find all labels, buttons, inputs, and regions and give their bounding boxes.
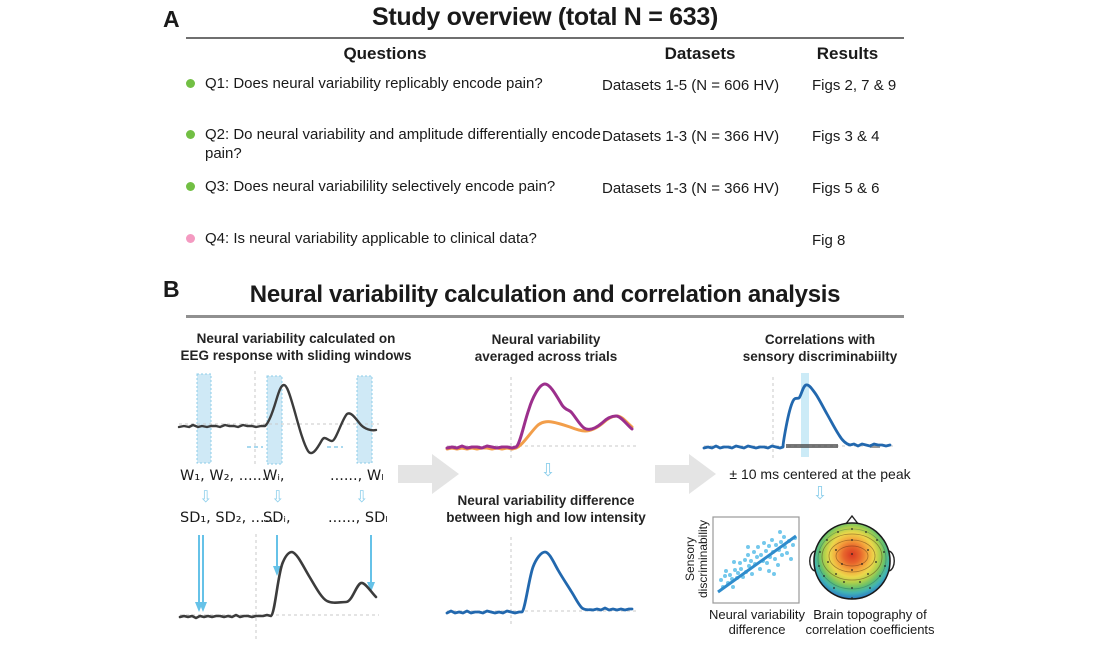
results-text: Figs 3 & 4 [812, 128, 880, 145]
left-subtitle: Neural variability calculated on EEG res… [172, 330, 420, 364]
scatter-points [719, 530, 797, 589]
question-cell: Q3: Does neural variabilility selectivel… [186, 177, 610, 196]
question-text: Q1: Does neural variability replicably e… [205, 75, 543, 92]
column-header-results: Results [816, 44, 879, 63]
sd-label-last: ......, SDₗ [328, 510, 388, 526]
down-arrow-icon: ⇩ [812, 483, 828, 504]
middle-bottom-subtitle-line2: between high and low intensity [446, 510, 646, 525]
topography-label-line1: Brain topography of [813, 607, 927, 622]
middle-bottom-subtitle-line1: Neural variability difference [457, 493, 635, 508]
significance-bar-small [870, 444, 880, 448]
scatter-x-axis-label: Neural variability difference [697, 607, 817, 637]
datasets-text: Datasets 1-3 (N = 366 HV) [602, 180, 780, 197]
panel-b-label: B [163, 276, 180, 302]
left-subtitle-line1: Neural variability calculated on [196, 331, 396, 346]
question-cell: Q2: Do neural variability and amplitude … [186, 125, 605, 163]
middle-top-subtitle: Neural variability averaged across trial… [440, 331, 652, 365]
bullet-icon [186, 79, 195, 88]
w-to-sd-arrows: ⇩ ⇩ ⇩ [175, 489, 415, 507]
down-arrow-icon: ⇩ [271, 487, 285, 506]
question-row: Q2: Do neural variability and amplitude … [186, 125, 905, 163]
high-intensity-trace [445, 382, 634, 450]
window-label-last: ......, Wₗ [330, 468, 384, 484]
question-text: Q4: Is neural variability applicable to … [205, 230, 537, 247]
question-text: Q3: Does neural variabilility selectivel… [205, 178, 556, 195]
question-text: Q2: Do neural variability and amplitude … [205, 126, 601, 162]
window-labels-row: W₁, W₂, ...... Wᵢ, ......, Wₗ [175, 468, 415, 488]
question-row: Q1: Does neural variability replicably e… [186, 74, 905, 94]
right-subtitle-line1: Correlations with [764, 332, 876, 347]
topography-label: Brain topography of correlation coeffici… [795, 607, 945, 637]
scatter-x-label-line1: Neural variability [708, 607, 806, 622]
right-ear-icon [888, 550, 895, 572]
sd-label-mid: SDᵢ, [263, 510, 291, 526]
results-text: Figs 5 & 6 [812, 180, 880, 197]
down-arrow-icon: ⇩ [355, 487, 369, 506]
window-label-mid: Wᵢ, [263, 468, 285, 484]
variability-difference-chart [445, 537, 637, 627]
title-rule [186, 37, 904, 39]
results-text: Figs 2, 7 & 9 [812, 77, 897, 94]
difference-trace [445, 550, 634, 615]
sliding-window-L [356, 375, 373, 464]
left-ear-icon [809, 550, 816, 572]
column-header-questions: Questions [343, 44, 427, 63]
down-arrow-icon: ⇩ [540, 460, 556, 481]
down-arrow-icon: ⇩ [199, 487, 213, 506]
study-overview-title: Study overview (total N = 633) [372, 3, 718, 31]
correlation-trace [702, 383, 892, 450]
bullet-icon [186, 182, 195, 191]
sd-pointer-arrows [195, 535, 375, 612]
sd-label-first: SD₁, SD₂, ...... [180, 510, 279, 526]
middle-top-subtitle-line1: Neural variability [491, 332, 601, 347]
question-row: Q4: Is neural variability applicable to … [186, 229, 905, 249]
middle-top-subtitle-line2: averaged across trials [474, 349, 618, 364]
eeg-sliding-windows-chart [177, 371, 379, 467]
correlation-scatter-plot [712, 516, 800, 604]
correlation-timecourse-chart [702, 373, 895, 459]
sd-labels-row: SD₁, SD₂, ...... SDᵢ, ......, SDₗ [175, 510, 415, 530]
panel-b-rule [186, 315, 904, 318]
panel-a-label: A [163, 6, 180, 32]
scatter-frame [712, 516, 800, 604]
flow-arrow-right-icon [398, 454, 459, 494]
datasets-text: Datasets 1-5 (N = 606 HV) [602, 77, 780, 94]
left-subtitle-line2: EEG response with sliding windows [180, 348, 412, 363]
flow-arrow-right-icon [655, 454, 716, 494]
middle-bottom-subtitle: Neural variability difference between hi… [430, 492, 662, 526]
scatter-x-label-line2: difference [728, 622, 786, 637]
bullet-icon [186, 234, 195, 243]
question-cell: Q4: Is neural variability applicable to … [186, 229, 610, 248]
window-label-first: W₁, W₂, ...... [180, 468, 267, 484]
topography-label-line2: correlation coefficients [805, 622, 935, 637]
results-text: Fig 8 [812, 232, 846, 249]
sd-trace [178, 550, 378, 620]
question-row: Q3: Does neural variabilility selectivel… [186, 177, 905, 197]
regression-line [717, 534, 797, 594]
sliding-window-i [266, 375, 283, 465]
eeg-trace [177, 383, 378, 455]
scatter-y-axis-label: Sensory discriminability [683, 511, 710, 607]
question-cell: Q1: Does neural variability replicably e… [186, 74, 610, 93]
right-subtitle-line2: sensory discriminabiilty [742, 349, 898, 364]
bullet-icon [186, 130, 195, 139]
datasets-text: Datasets 1-3 (N = 366 HV) [602, 128, 780, 145]
brain-topography-map [809, 514, 895, 600]
panel-b-title: Neural variability calculation and corre… [249, 281, 841, 308]
electrode-dots [818, 528, 886, 599]
significance-bar [786, 444, 838, 448]
sd-timecourse-chart [178, 534, 379, 640]
right-subtitle: Correlations with sensory discriminabiil… [700, 331, 940, 365]
peak-window-note: ± 10 ms centered at the peak [729, 466, 911, 482]
scatter-y-label-line2: discriminability [696, 519, 710, 599]
column-header-datasets: Datasets [664, 44, 736, 63]
sliding-window-1 [196, 373, 212, 464]
variability-averaged-chart [445, 377, 637, 459]
peak-window-band [801, 373, 809, 457]
